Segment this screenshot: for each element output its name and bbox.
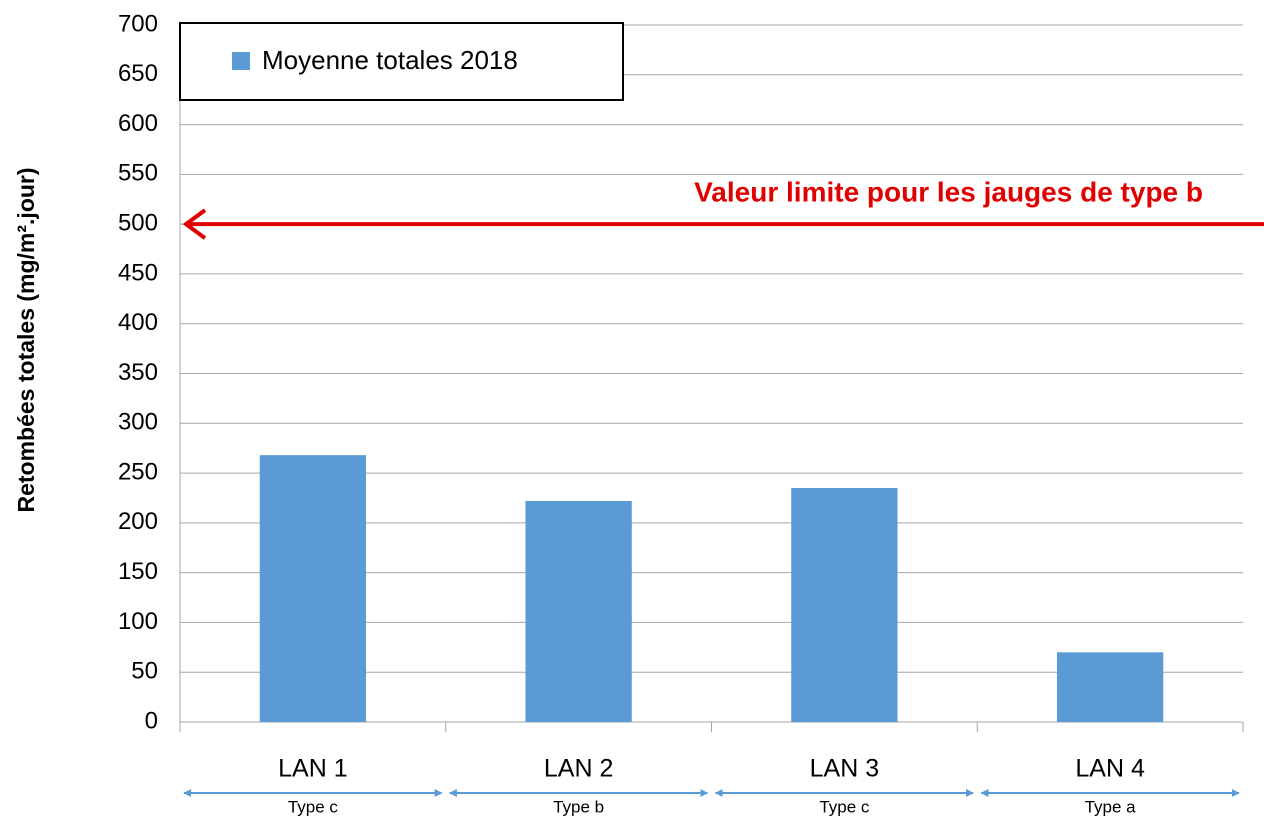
x-tick-label: LAN 3 [810, 755, 879, 783]
x-tick-label: LAN 1 [278, 755, 347, 783]
y-tick-label: 400 [118, 309, 158, 336]
bar [525, 500, 632, 722]
legend-label: Moyenne totales 2018 [262, 45, 518, 75]
y-axis-label: Retombées totales (mg/m².jour) [13, 167, 39, 512]
y-tick-label: 100 [118, 608, 158, 635]
y-tick-label: 600 [118, 110, 158, 137]
y-tick-label: 50 [131, 658, 158, 685]
legend-swatch [232, 52, 250, 70]
y-tick-label: 300 [118, 409, 158, 436]
sub-label: Type c [819, 797, 870, 816]
y-tick-label: 350 [118, 359, 158, 386]
y-tick-label: 450 [118, 259, 158, 286]
sub-label: Type a [1085, 797, 1137, 816]
y-tick-label: 150 [118, 558, 158, 585]
annotation-text: Valeur limite pour les jauges de type b [694, 176, 1203, 207]
legend-box [179, 22, 624, 101]
sub-label: Type c [288, 797, 339, 816]
bar [259, 455, 367, 722]
limit-arrowhead [182, 208, 207, 240]
x-tick-label: LAN 2 [544, 755, 613, 783]
bar [1056, 652, 1164, 722]
y-tick-label: 250 [118, 458, 158, 485]
y-tick-label: 650 [118, 60, 158, 87]
sub-label: Type b [553, 797, 604, 816]
y-tick-label: 200 [118, 508, 158, 535]
y-tick-label: 500 [118, 209, 158, 236]
x-tick-label: LAN 4 [1075, 755, 1145, 783]
bar [791, 488, 898, 722]
y-tick-label: 700 [118, 10, 158, 37]
y-tick-label: 550 [118, 160, 158, 187]
y-tick-label: 0 [145, 707, 158, 734]
